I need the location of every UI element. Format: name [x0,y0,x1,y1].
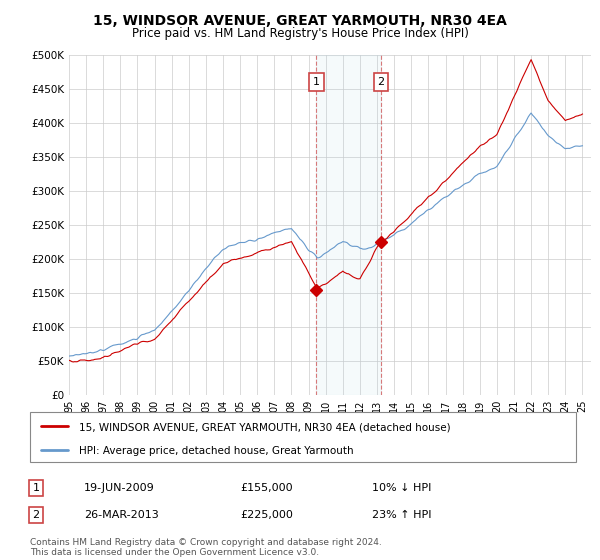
FancyBboxPatch shape [30,412,576,462]
Bar [316,55,381,395]
Text: 15, WINDSOR AVENUE, GREAT YARMOUTH, NR30 4EA: 15, WINDSOR AVENUE, GREAT YARMOUTH, NR30… [93,14,507,28]
Text: HPI: Average price, detached house, Great Yarmouth: HPI: Average price, detached house, Grea… [79,446,354,455]
Text: Contains HM Land Registry data © Crown copyright and database right 2024.
This d: Contains HM Land Registry data © Crown c… [30,538,382,557]
Text: 2: 2 [32,510,40,520]
Text: 26-MAR-2013: 26-MAR-2013 [84,510,159,520]
Text: Price paid vs. HM Land Registry's House Price Index (HPI): Price paid vs. HM Land Registry's House … [131,27,469,40]
Text: 1: 1 [32,483,40,493]
Text: 15, WINDSOR AVENUE, GREAT YARMOUTH, NR30 4EA (detached house): 15, WINDSOR AVENUE, GREAT YARMOUTH, NR30… [79,422,451,432]
Text: £225,000: £225,000 [240,510,293,520]
Text: 19-JUN-2009: 19-JUN-2009 [84,483,155,493]
Text: 10% ↓ HPI: 10% ↓ HPI [372,483,431,493]
Text: £155,000: £155,000 [240,483,293,493]
Text: 1: 1 [313,77,320,87]
Text: 2: 2 [377,77,385,87]
Text: 23% ↑ HPI: 23% ↑ HPI [372,510,431,520]
